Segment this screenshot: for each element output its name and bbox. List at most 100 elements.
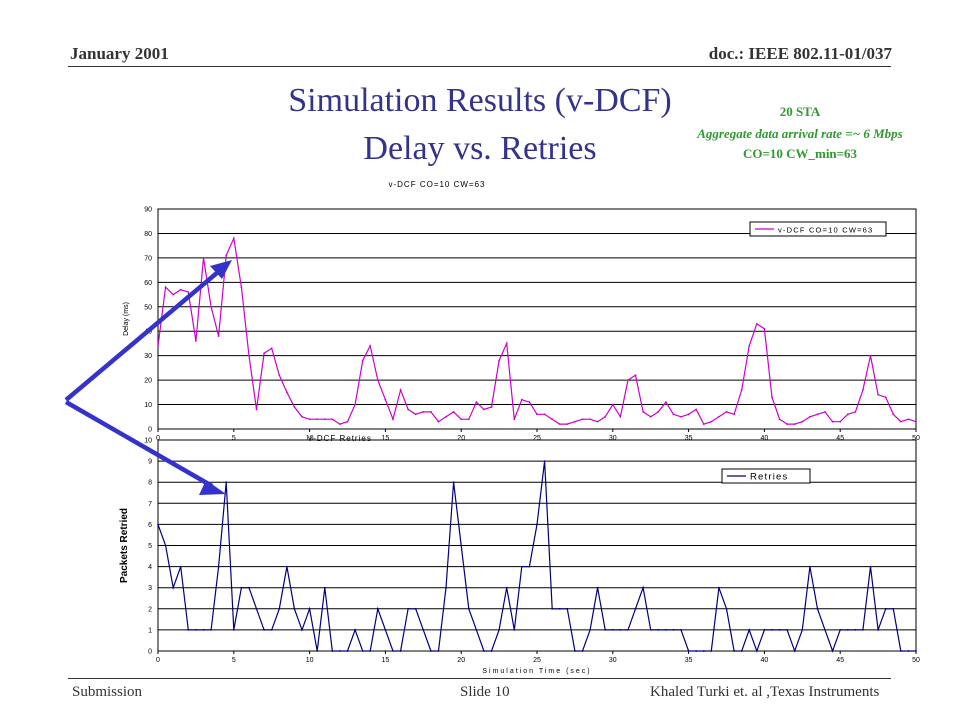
data-point	[702, 650, 705, 652]
x-tick-label: 45	[836, 657, 844, 664]
data-point	[634, 607, 637, 610]
data-point	[195, 629, 197, 631]
data-point	[536, 413, 538, 416]
data-point	[755, 322, 758, 325]
legend-label: v-DCF CO=10 CW=63	[778, 226, 873, 235]
slide-title-line1: Simulation Results (v-DCF)	[288, 82, 672, 119]
x-tick-label: 40	[761, 435, 769, 442]
data-point	[399, 650, 402, 652]
data-point	[915, 650, 917, 652]
data-point	[392, 418, 394, 421]
data-point	[164, 286, 167, 289]
data-point	[801, 420, 804, 423]
data-point	[498, 629, 500, 631]
x-tick-label: 20	[457, 435, 465, 442]
data-point	[278, 374, 281, 377]
data-point	[536, 523, 538, 526]
x-tick-label: 20	[457, 657, 465, 664]
data-point	[687, 413, 690, 416]
data-point	[899, 420, 902, 423]
data-point	[361, 359, 364, 362]
data-point	[490, 406, 493, 408]
plot-area-frame	[157, 208, 917, 430]
data-point	[725, 607, 728, 610]
data-point	[376, 379, 379, 382]
slide-title-line2: Delay vs. Retries	[363, 130, 597, 167]
data-point	[808, 565, 811, 568]
data-point	[369, 344, 372, 347]
note-arrival-rate: Aggregate data arrival rate =~ 6 Mbps	[697, 126, 903, 141]
data-point	[649, 415, 652, 418]
data-point	[437, 650, 440, 652]
data-point	[513, 418, 516, 421]
data-point	[869, 565, 872, 568]
note-params: CO=10 CW_min=63	[742, 146, 858, 161]
legend-box	[749, 221, 887, 237]
data-point	[581, 418, 584, 421]
data-point	[778, 629, 781, 631]
data-point	[301, 629, 303, 631]
data-point	[354, 403, 356, 406]
data-point	[725, 410, 728, 413]
data-point	[801, 629, 804, 631]
data-point	[642, 586, 645, 589]
data-point	[892, 607, 895, 610]
data-point	[528, 565, 531, 568]
x-tick-label: 15	[382, 435, 390, 442]
data-point	[460, 544, 463, 547]
data-point	[786, 629, 789, 631]
data-point	[316, 650, 319, 652]
data-point	[695, 408, 698, 411]
data-point	[384, 398, 387, 401]
data-point	[543, 460, 546, 462]
data-point	[664, 629, 667, 631]
y-tick-label: 10	[144, 402, 152, 409]
data-point	[611, 403, 614, 406]
data-point	[771, 629, 773, 631]
data-point	[589, 629, 591, 631]
data-point	[164, 544, 167, 547]
data-point	[831, 650, 834, 652]
data-point	[437, 420, 440, 423]
data-point	[278, 607, 281, 610]
y-tick-label: 30	[144, 353, 152, 360]
data-point	[217, 335, 220, 338]
data-point	[634, 374, 637, 377]
x-tick-label: 40	[761, 657, 769, 664]
y-axis-label: Packets Retried	[119, 508, 130, 583]
data-point	[710, 650, 713, 652]
data-point	[323, 418, 326, 421]
y-tick-label: 20	[144, 378, 152, 385]
data-point	[520, 565, 523, 568]
data-point	[915, 420, 917, 423]
y-tick-label: 70	[144, 255, 152, 262]
data-point	[414, 413, 417, 416]
data-point	[399, 388, 402, 391]
data-point	[740, 388, 743, 391]
data-point	[771, 396, 773, 399]
data-point	[475, 629, 478, 631]
data-point	[695, 650, 698, 652]
data-point	[672, 629, 675, 631]
x-tick-label: 30	[609, 657, 617, 664]
data-point	[604, 415, 607, 418]
data-point	[687, 650, 690, 652]
data-point	[202, 256, 205, 259]
x-tick-label: 5	[232, 657, 236, 664]
data-point	[748, 629, 751, 631]
data-point	[422, 629, 425, 631]
data-point	[172, 586, 175, 589]
y-tick-label: 80	[144, 231, 152, 238]
data-point	[172, 293, 175, 296]
data-point	[452, 481, 455, 484]
data-point	[816, 607, 819, 610]
data-point	[293, 406, 296, 408]
series-line	[157, 461, 916, 653]
data-point	[429, 650, 432, 652]
data-point	[475, 401, 478, 404]
data-point	[422, 410, 425, 413]
x-tick-label: 35	[685, 657, 693, 664]
data-point	[664, 401, 667, 404]
x-tick-label: 10	[306, 657, 314, 664]
data-point	[566, 423, 569, 426]
